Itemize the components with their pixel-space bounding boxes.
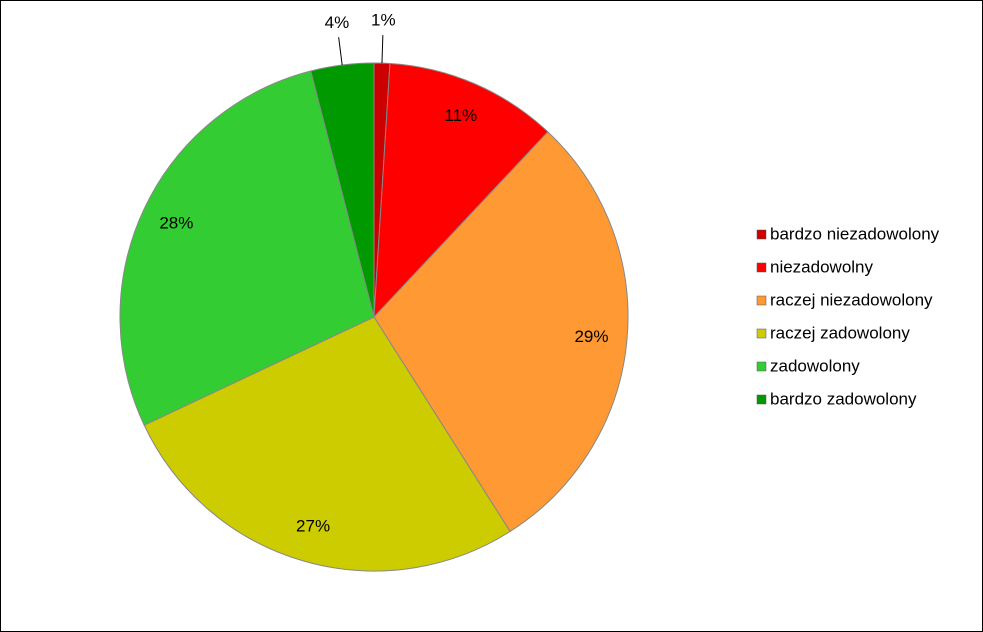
data-label: 1% [371,11,396,30]
data-label: 28% [159,213,193,232]
legend-label: raczej niezadowolony [770,290,933,309]
pie-slice [119,70,375,426]
pie-slice [373,62,549,319]
leader-line [381,35,384,64]
legend-swatch [756,328,767,339]
pie-slice [373,131,629,533]
data-label: 11% [444,106,477,125]
legend-label: raczej zadowolony [770,323,910,342]
legend-swatch [756,361,767,372]
data-label: 29% [574,327,608,346]
legend-label: niezadowolny [770,257,874,276]
data-label: 4% [325,13,350,32]
leader-line [338,37,343,66]
legend-label: zadowolony [770,356,860,375]
legend-swatch [756,229,767,240]
pie-slice [143,316,511,572]
legend-swatch [756,262,767,273]
data-label: 27% [296,516,330,535]
legend-swatch [756,295,767,306]
legend-label: bardzo zadowolony [770,389,917,408]
pie-slice [310,62,375,318]
legend-swatch [756,394,767,405]
legend-label: bardzo niezadowolony [770,224,940,243]
